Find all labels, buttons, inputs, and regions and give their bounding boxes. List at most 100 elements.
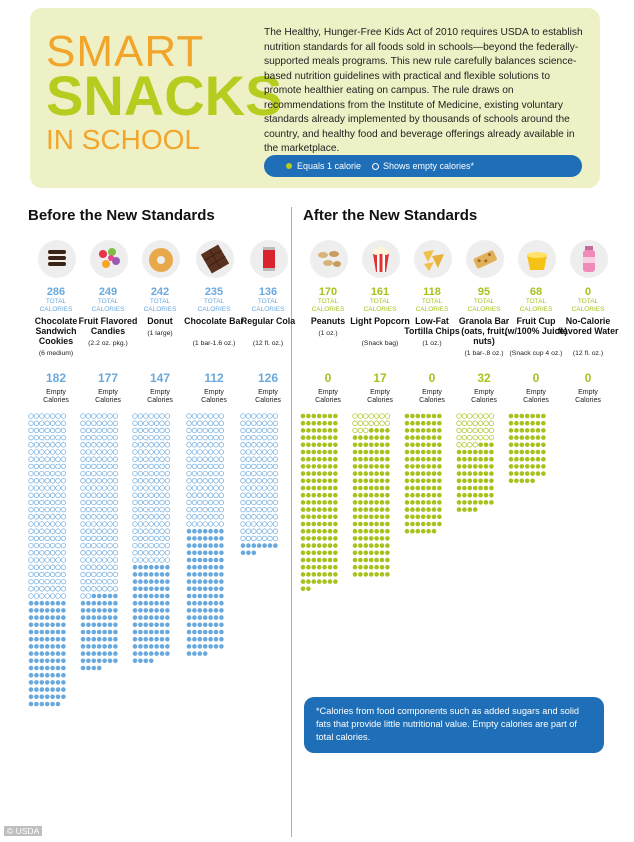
serving-size: (Snack bag) [361,340,399,347]
empty-calorie-dot [261,470,268,477]
empty-calorie-dot [28,449,34,455]
calorie-dot [219,557,224,563]
calorie-dot [219,572,224,577]
empty-calorie-dot [96,449,102,455]
empty-calorie-dot [191,434,198,441]
calorie-dot [165,636,170,642]
empty-calorie-dot [159,485,165,491]
calorie-dot [148,651,154,656]
calorie-dot [379,521,385,527]
empty-calorie-dot [101,485,108,491]
empty-calorie-dot [256,463,262,470]
calorie-dot-column [508,413,546,484]
calorie-dot [86,644,91,649]
calorie-dot [192,608,197,613]
calorie-dot [213,586,219,592]
calorie-dot [61,644,66,649]
calorie-dot [300,550,306,556]
calorie-dot [39,608,45,613]
empty-calorie-dot [96,442,102,448]
empty-calorie-dot [256,514,262,520]
calorie-dot [148,600,154,606]
empty-calorie-dot [85,593,92,599]
calorie-dot [61,622,66,628]
empty-calorie-dot [132,420,138,426]
empty-calorie-dot [85,434,92,441]
calorie-dot [316,492,322,498]
empty-calorie-dot [49,528,56,534]
calorie-dot [132,658,138,664]
calorie-dot-column [300,413,338,592]
empty-calorie-dot [107,420,113,426]
calorie-dot [358,464,363,469]
empty-calorie-dot [85,413,92,419]
calorie-dot [530,464,535,469]
empty-calorie-dot [44,521,50,527]
empty-calorie-dot [91,427,97,434]
empty-calorie-dot [483,434,489,441]
calorie-dot [107,608,113,613]
calorie-dot [306,471,311,476]
calorie-dot [374,564,379,570]
empty-calorie-dot [153,485,160,491]
empty-calorie-dot [55,557,61,563]
calorie-dot [202,550,208,556]
empty-calorie-dot [44,557,50,563]
calorie-dot [186,651,192,656]
calorie-dot [431,485,437,491]
calorie-dot [311,557,317,563]
calorie-dot [55,644,61,649]
calorie-dot [535,464,541,469]
empty-calorie-dot [96,456,102,462]
empty-calorie-dot [352,413,358,419]
calorie-dot [55,701,61,707]
calorie-dot [306,456,311,462]
empty-calorie-dot [159,470,165,477]
calorie-dot [80,622,86,628]
empty-calorie-dot [202,456,208,462]
calorie-dot [55,694,61,700]
empty-calorie-dot [96,434,102,441]
empty-calorie-dot [267,470,273,477]
empty-calorie-dot [218,463,225,470]
empty-calorie-dot [456,434,462,441]
empty-calorie-dot [186,478,192,484]
empty-calorie-dot [85,578,92,585]
calorie-dot [197,550,203,556]
empty-calorie-dot [137,485,144,491]
calorie-dot [300,435,306,440]
calorie-dot [154,572,159,577]
calorie-dot [39,636,45,642]
calorie-dot [208,579,213,584]
empty-calorie-dot [112,528,119,534]
peanuts-icon [310,240,348,278]
empty-calorie-dot [467,420,473,426]
empty-calorie-dot [55,427,61,434]
empty-calorie-dot [164,542,171,549]
empty-calorie-dot [213,427,219,434]
calorie-dot [431,500,437,505]
empty-calorie-dot [357,420,364,426]
empty-calorie-dot [384,420,391,426]
empty-calorie-dot [267,499,273,506]
calorie-dot [327,507,333,512]
calorie-dot [322,492,327,498]
calorie-dot [107,622,113,628]
empty-calorie-dot [261,535,268,542]
empty-calorie-dot [101,535,108,542]
empty-calorie-dot [80,586,86,592]
empty-calorie-dot [91,564,97,570]
calorie-dot [138,629,143,635]
empty-calorie-dot [477,427,484,434]
calorie-dot [327,521,333,527]
calorie-dot [80,629,86,635]
calorie-dot [132,579,138,584]
calorie-dot [311,543,317,548]
calorie-dot [86,651,91,656]
calorie-dot [368,464,374,469]
empty-calorie-dot [197,470,203,477]
calorie-dot [192,586,197,592]
calorie-dot [374,449,379,455]
calorie-dot [202,636,208,642]
calorie-dot [530,435,535,440]
